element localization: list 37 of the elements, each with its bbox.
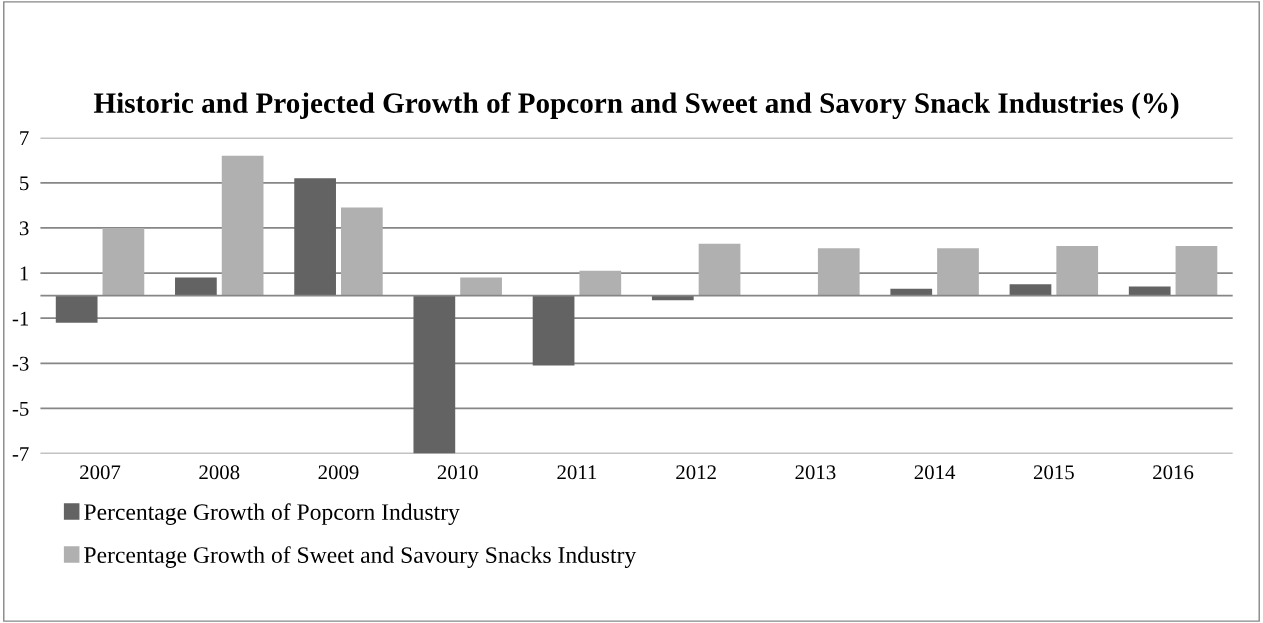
x-tick-label: 2015	[1033, 465, 1074, 480]
bar	[532, 295, 575, 366]
bar	[1056, 245, 1099, 296]
y-tick-label: -1	[12, 311, 29, 326]
bar	[1175, 245, 1218, 296]
bar	[579, 270, 622, 296]
bar	[1009, 284, 1052, 296]
y-tick-label: 3	[19, 221, 29, 236]
y-tick-label: -7	[12, 447, 29, 461]
x-tick-label: 2014	[914, 465, 956, 480]
x-tick-label: 2008	[199, 465, 240, 480]
x-tick-label: 2011	[557, 465, 597, 480]
x-tick-label: 2009	[318, 465, 359, 480]
bar	[340, 207, 383, 296]
y-tick-label: -3	[12, 356, 29, 371]
bar	[102, 227, 145, 296]
bar	[698, 243, 741, 296]
y-tick-label: 1	[20, 266, 29, 281]
bar	[221, 155, 264, 296]
chart-title: Historic and Projected Growth of Popcorn and Sweet and Savory Snack Industries (%)	[93, 92, 1179, 119]
y-tick-label: 5	[20, 176, 29, 191]
x-tick-label: 2010	[437, 465, 478, 480]
bar	[175, 277, 217, 296]
bar	[413, 295, 456, 454]
bar	[460, 277, 502, 296]
bar	[937, 248, 979, 296]
bar	[294, 178, 336, 296]
x-tick-label: 2007	[80, 465, 121, 480]
x-tick-label: 2012	[676, 465, 716, 480]
legend-label: Percentage Growth of Popcorn Industry	[84, 503, 460, 525]
x-tick-label: 2016	[1153, 465, 1194, 480]
x-tick-label: 2013	[795, 465, 836, 480]
bar	[55, 295, 98, 323]
legend-label: Percentage Growth of Sweet and Savoury Snacks Industry	[84, 546, 637, 568]
y-tick-label: 7	[20, 131, 29, 145]
bar	[817, 248, 860, 296]
y-tick-label: -5	[12, 402, 29, 416]
